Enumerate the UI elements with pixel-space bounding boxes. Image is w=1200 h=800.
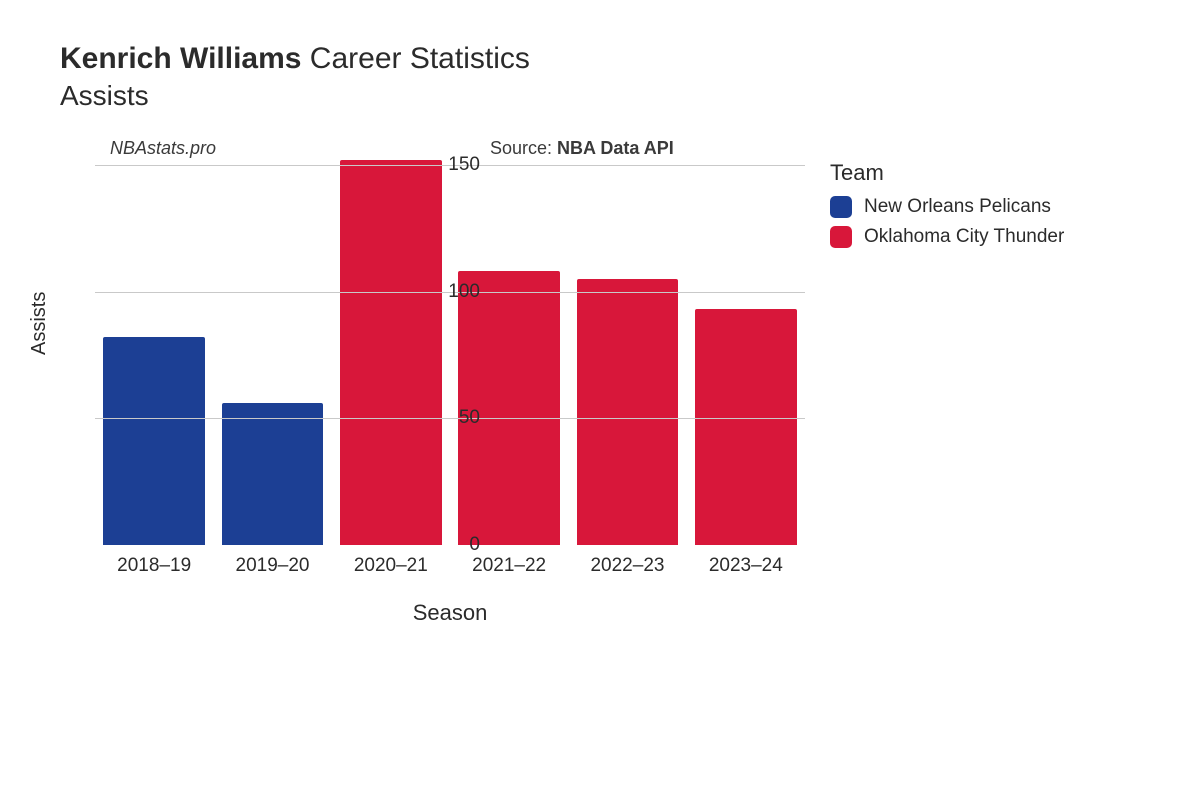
bar xyxy=(340,160,442,545)
y-tick-label: 0 xyxy=(430,534,480,556)
x-tick-label: 2018–19 xyxy=(117,555,191,577)
bar-slot: 2022–23 xyxy=(568,165,686,545)
bar xyxy=(577,279,679,545)
bar-slot: 2019–20 xyxy=(213,165,331,545)
bar-slot: 2020–21 xyxy=(332,165,450,545)
legend: Team New Orleans Pelicans Oklahoma City T… xyxy=(830,160,1064,256)
legend-label: New Orleans Pelicans xyxy=(864,196,1051,218)
y-tick-label: 100 xyxy=(430,281,480,303)
legend-item: New Orleans Pelicans xyxy=(830,196,1064,218)
bar xyxy=(222,403,324,545)
plot-area: 2018–192019–202020–212021–222022–232023–… xyxy=(95,165,805,545)
chart-subtitle: Assists xyxy=(60,80,1160,112)
y-tick-label: 50 xyxy=(430,407,480,429)
x-tick-label: 2019–20 xyxy=(236,555,310,577)
legend-item: Oklahoma City Thunder xyxy=(830,226,1064,248)
source-name: NBA Data API xyxy=(557,138,674,158)
bars-group: 2018–192019–202020–212021–222022–232023–… xyxy=(95,165,805,545)
title-rest: Career Statistics xyxy=(301,42,529,75)
y-tick-label: 150 xyxy=(430,154,480,176)
y-axis-label: Assists xyxy=(28,292,51,355)
chart-container: Kenrich Williams Career Statistics Assis… xyxy=(60,40,1160,112)
bar xyxy=(103,337,205,545)
x-tick-label: 2020–21 xyxy=(354,555,428,577)
legend-label: Oklahoma City Thunder xyxy=(864,226,1064,248)
x-tick-label: 2021–22 xyxy=(472,555,546,577)
title-player-name: Kenrich Williams xyxy=(60,42,301,75)
legend-swatch xyxy=(830,196,852,218)
source-attribution: Source: NBA Data API xyxy=(490,138,674,159)
x-tick-label: 2022–23 xyxy=(590,555,664,577)
legend-title: Team xyxy=(830,160,1064,186)
bar-slot: 2021–22 xyxy=(450,165,568,545)
x-tick-label: 2023–24 xyxy=(709,555,783,577)
chart-title: Kenrich Williams Career Statistics xyxy=(60,40,1160,78)
bar xyxy=(695,309,797,545)
bar-slot: 2018–19 xyxy=(95,165,213,545)
legend-swatch xyxy=(830,226,852,248)
site-watermark: NBAstats.pro xyxy=(110,138,216,159)
bar-slot: 2023–24 xyxy=(687,165,805,545)
x-axis-label: Season xyxy=(95,600,805,626)
source-label: Source: xyxy=(490,138,557,158)
